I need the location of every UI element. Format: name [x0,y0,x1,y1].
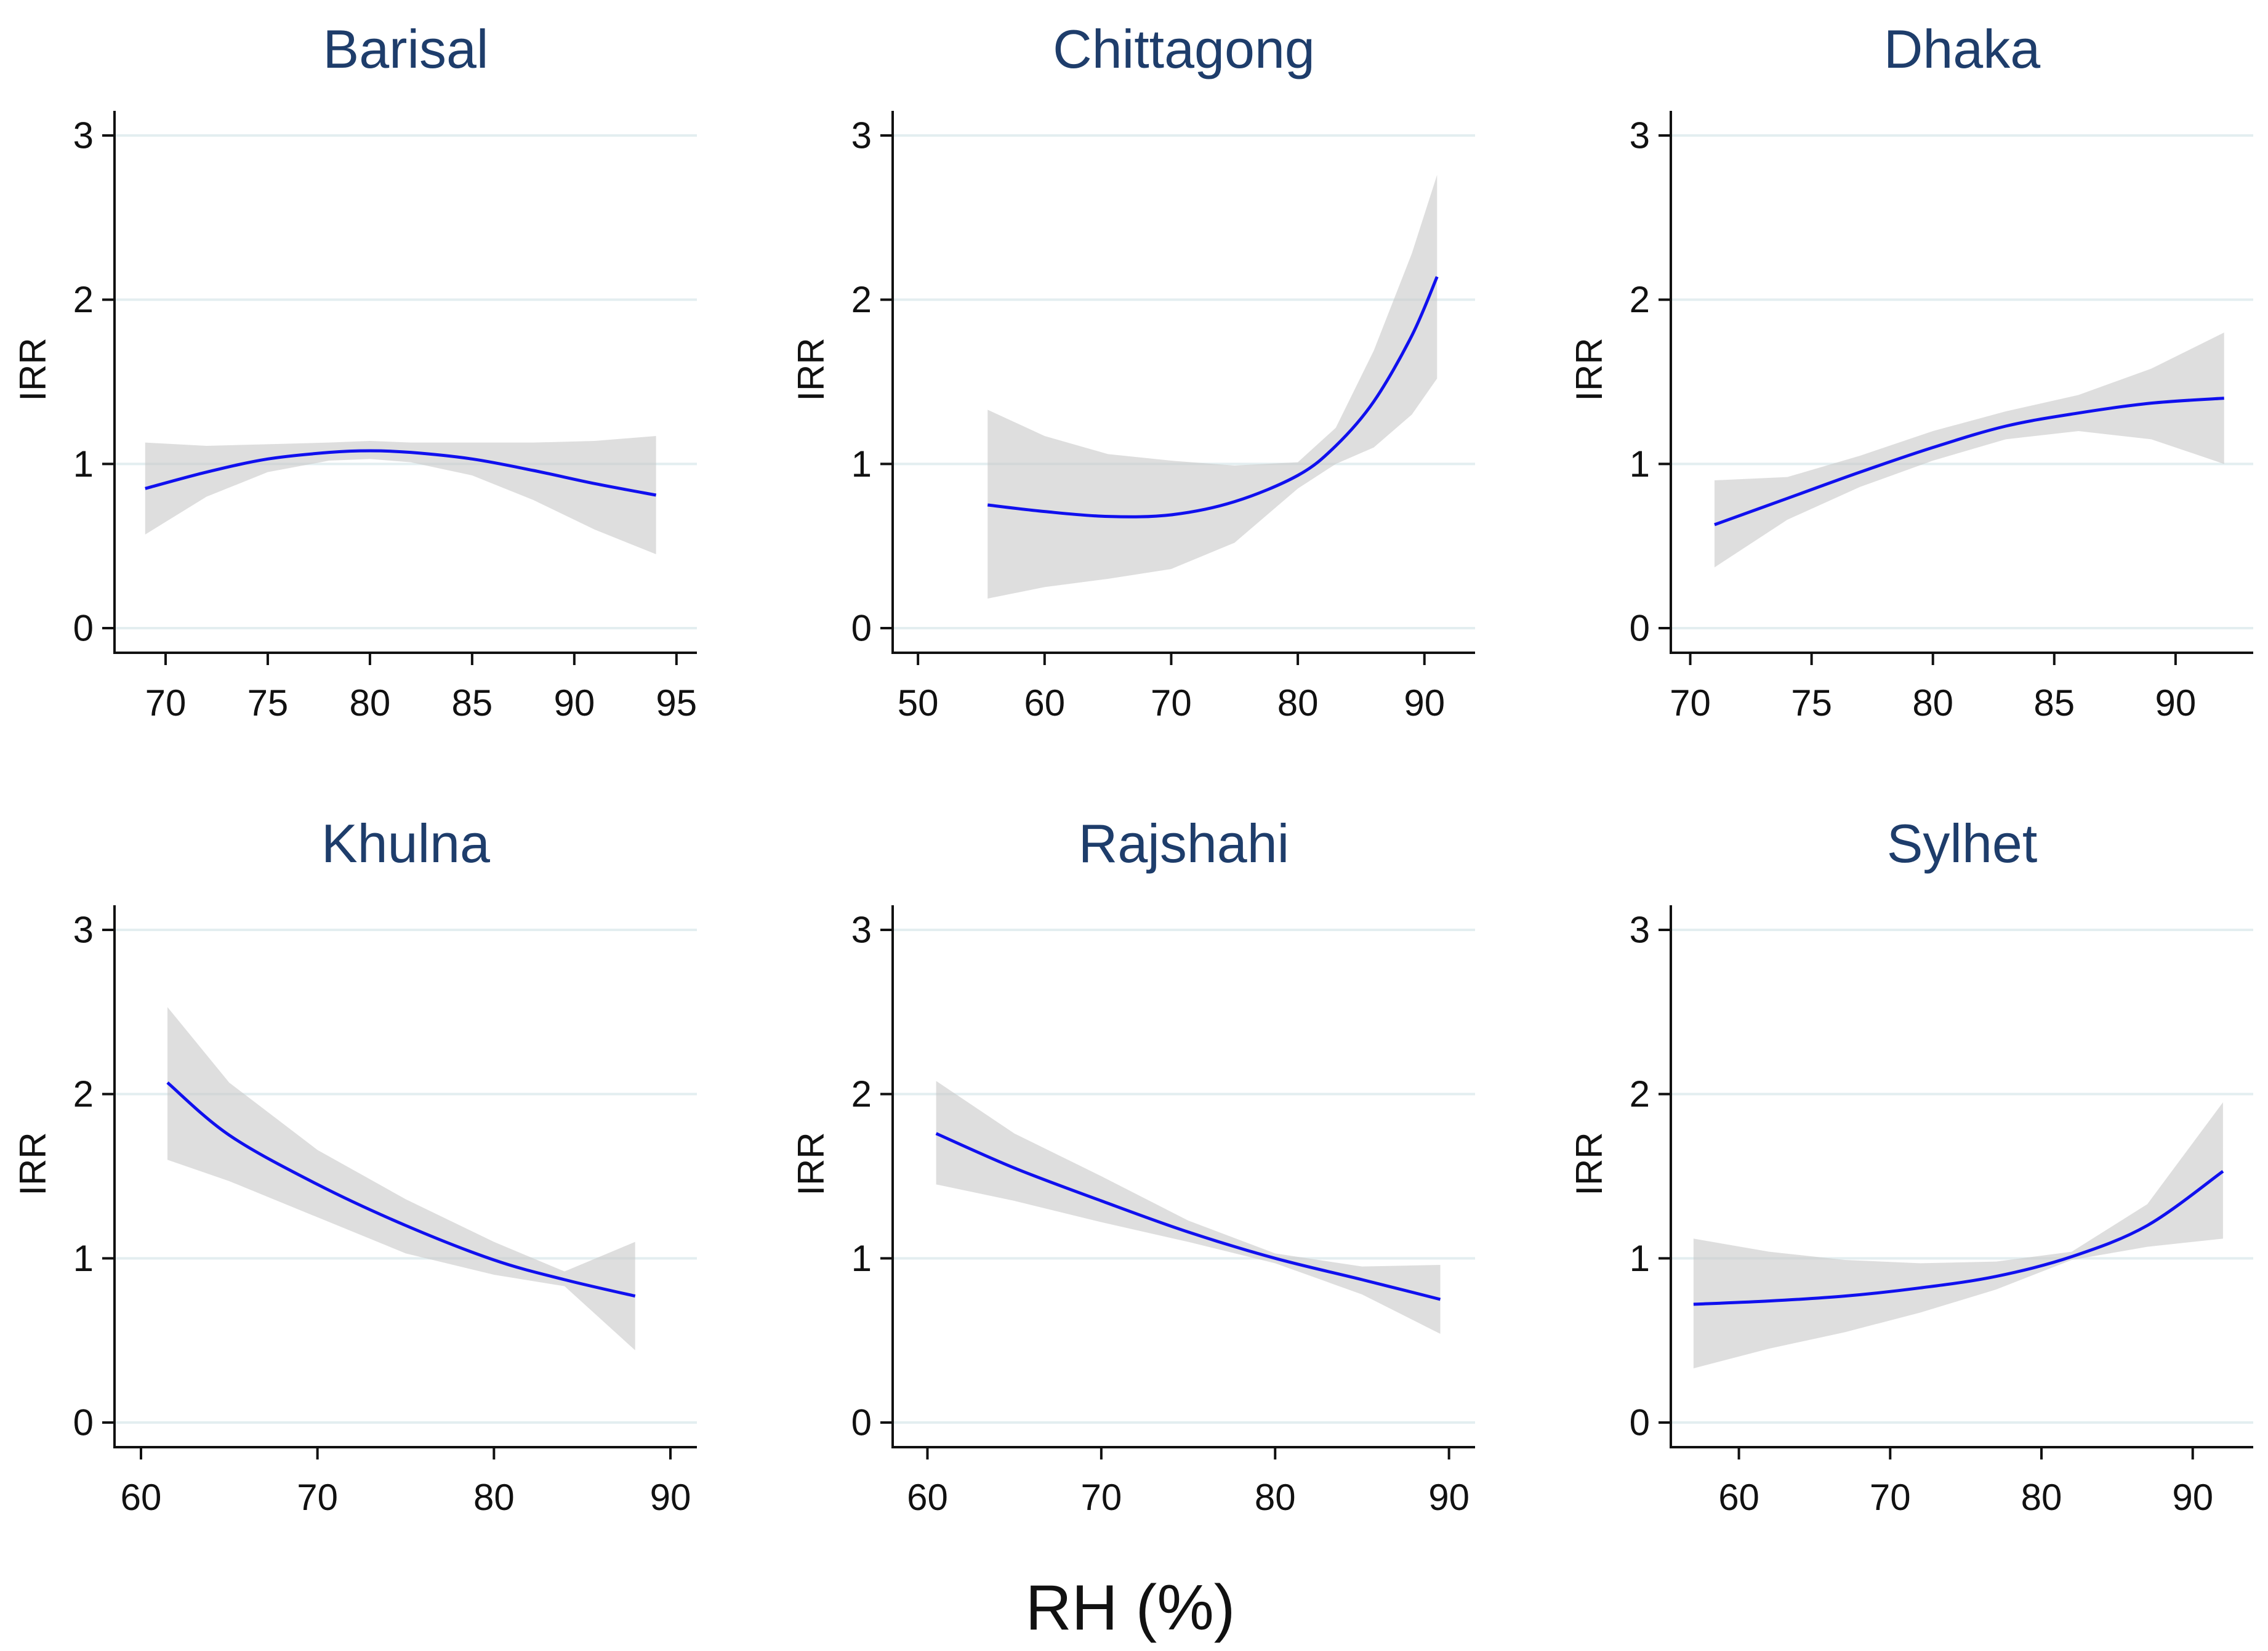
panel-khulna: 0 1 2 3 60 70 80 90 IRR Khulna [12,813,697,1518]
panel-title-sylhet: Sylhet [1887,813,2038,874]
series-line-rajshahi [935,1132,1441,1301]
y-axis-label-rajshahi: IRR [790,1132,832,1195]
y-tick-label-sylhet-0: 0 [1630,1402,1650,1443]
x-tick-label-dhaka-1: 75 [1791,682,1832,724]
panel-title-barisal: Barisal [323,18,489,79]
panel-chittagong: 0 1 2 3 50 60 70 80 90 IRR Chittagong [790,18,1475,724]
x-tick-label-dhaka-0: 70 [1670,682,1711,724]
ci-band-khulna [167,1007,635,1350]
ci-band-barisal [145,436,656,554]
y-tick-label-khulna-2: 2 [73,1073,94,1115]
panel-title-khulna: Khulna [321,813,490,874]
x-tick-label-chittagong-3: 80 [1277,682,1319,724]
y-tick-label-rajshahi-0: 0 [851,1402,872,1443]
x-tick-label-barisal-3: 85 [452,682,493,724]
x-tick-label-sylhet-1: 70 [1870,1477,1911,1518]
panel-title-rajshahi: Rajshahi [1079,813,1289,874]
x-tick-label-dhaka-2: 80 [1912,682,1953,724]
panels: 0 1 2 3 70 75 80 85 90 95 IRR Barisal 0 1 2 3 50 60 70 80 90… [12,18,2253,1518]
panel-title-chittagong: Chittagong [1053,18,1315,79]
y-axis-label-chittagong: IRR [790,337,832,401]
y-tick-label-sylhet-3: 3 [1630,910,1650,951]
y-tick-label-dhaka-1: 1 [1630,443,1650,485]
ci-band-chittagong [987,175,1438,599]
x-tick-label-chittagong-0: 50 [898,682,939,724]
x-tick-label-chittagong-4: 90 [1404,682,1445,724]
y-axis-label-barisal: IRR [12,337,54,401]
y-tick-label-rajshahi-2: 2 [851,1073,872,1115]
x-tick-label-barisal-2: 80 [350,682,391,724]
x-tick-label-rajshahi-2: 80 [1255,1477,1296,1518]
y-axis-label-dhaka: IRR [1569,337,1610,401]
y-tick-label-sylhet-2: 2 [1630,1073,1650,1115]
y-tick-label-barisal-1: 1 [73,443,94,485]
y-tick-label-chittagong-1: 1 [851,443,872,485]
x-tick-label-rajshahi-1: 70 [1080,1477,1122,1518]
x-tick-label-dhaka-3: 85 [2033,682,2075,724]
ci-band-dhaka [1714,333,2224,568]
y-tick-label-dhaka-2: 2 [1630,279,1650,320]
panel-title-dhaka: Dhaka [1884,18,2040,79]
y-tick-label-rajshahi-1: 1 [851,1238,872,1279]
x-tick-label-barisal-0: 70 [145,682,187,724]
y-tick-label-dhaka-0: 0 [1630,608,1650,649]
x-tick-label-khulna-3: 90 [650,1477,691,1518]
y-tick-label-barisal-2: 2 [73,279,94,320]
figure-x-axis-label: RH (%) [1026,1572,1236,1644]
y-axis-label-sylhet: IRR [1569,1132,1610,1195]
panel-rajshahi: 0 1 2 3 60 70 80 90 IRR Rajshahi [790,813,1475,1518]
y-tick-label-sylhet-1: 1 [1630,1238,1650,1279]
series-line-sylhet [1693,1169,2224,1306]
y-tick-label-chittagong-3: 3 [851,115,872,156]
x-tick-label-sylhet-2: 80 [2021,1477,2062,1518]
x-tick-label-rajshahi-3: 90 [1428,1477,1470,1518]
x-tick-label-khulna-0: 60 [121,1477,162,1518]
x-tick-label-chittagong-2: 70 [1151,682,1192,724]
x-tick-label-sylhet-0: 60 [1718,1477,1759,1518]
y-tick-label-chittagong-2: 2 [851,279,872,320]
x-tick-label-chittagong-1: 60 [1024,682,1065,724]
y-tick-label-khulna-1: 1 [73,1238,94,1279]
y-tick-label-barisal-0: 0 [73,608,94,649]
y-tick-label-khulna-3: 3 [73,910,94,951]
x-tick-label-khulna-2: 80 [473,1477,515,1518]
y-tick-label-rajshahi-3: 3 [851,910,872,951]
x-tick-label-barisal-5: 95 [656,682,697,724]
ci-band-sylhet [1693,1102,2223,1368]
series-line-khulna [166,1081,636,1298]
y-tick-label-barisal-3: 3 [73,115,94,156]
panel-dhaka: 0 1 2 3 70 75 80 85 90 IRR Dhaka [1569,18,2253,724]
panel-barisal: 0 1 2 3 70 75 80 85 90 95 IRR Barisal [12,18,697,724]
y-tick-label-chittagong-0: 0 [851,608,872,649]
y-axis-label-khulna: IRR [12,1132,54,1195]
x-tick-label-sylhet-3: 90 [2172,1477,2213,1518]
series-line-chittagong [987,276,1439,519]
series-line-barisal [145,449,657,497]
x-tick-label-barisal-4: 90 [553,682,595,724]
panel-sylhet: 0 1 2 3 60 70 80 90 IRR Sylhet [1569,813,2253,1518]
x-tick-label-dhaka-4: 90 [2155,682,2196,724]
x-tick-label-khulna-1: 70 [297,1477,338,1518]
ci-band-rajshahi [936,1081,1441,1334]
x-tick-label-rajshahi-0: 60 [907,1477,948,1518]
series-line-dhaka [1714,397,2224,527]
y-tick-label-khulna-0: 0 [73,1402,94,1443]
x-tick-label-barisal-1: 75 [247,682,289,724]
y-tick-label-dhaka-3: 3 [1630,115,1650,156]
